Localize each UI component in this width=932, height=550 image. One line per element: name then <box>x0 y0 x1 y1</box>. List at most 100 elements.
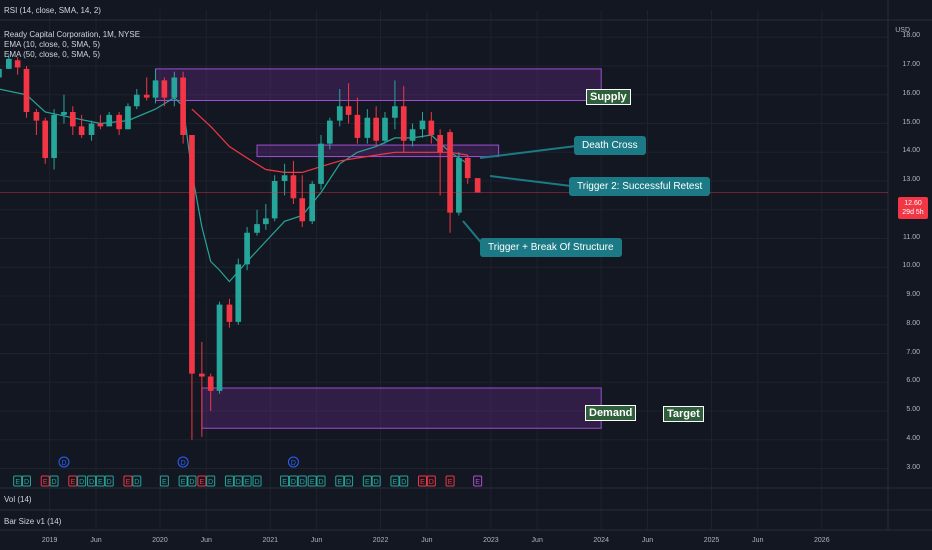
dividend-circle-marker <box>58 456 70 468</box>
dividend-marker <box>233 475 243 487</box>
candle-body-down <box>428 120 435 135</box>
trigger1-callout[interactable]: Trigger + Break Of Structure <box>480 238 622 257</box>
event-marker-label: E <box>420 479 425 486</box>
candle-body-down <box>226 304 233 322</box>
event-marker-label: D <box>52 479 57 486</box>
candle-body-up <box>216 304 223 391</box>
dividend-circle-label: D <box>291 460 296 467</box>
candle-body-up <box>318 143 324 184</box>
candle-body-down <box>207 376 214 391</box>
candle-body-up <box>125 106 131 130</box>
dividend-marker <box>104 475 114 487</box>
currency-label: USD <box>895 27 910 34</box>
death-cross-pointer <box>479 145 577 159</box>
death-cross-callout[interactable]: Death Cross <box>574 136 646 155</box>
dividend-marker <box>316 475 326 487</box>
earnings-marker <box>224 475 234 487</box>
event-marker-label: D <box>89 479 94 486</box>
candle-body-down <box>143 94 150 98</box>
x-tick-label: 2022 <box>372 537 389 544</box>
symbol-legend[interactable]: Ready Capital Corporation, 1M, NYSE <box>4 30 141 39</box>
rsi-legend[interactable]: RSI (14, close, SMA, 14, 2) <box>4 6 101 15</box>
dividend-marker <box>297 475 307 487</box>
y-tick-label: 5.00 <box>906 406 920 413</box>
event-marker-label: D <box>189 479 194 486</box>
event-marker-label: E <box>310 479 315 486</box>
y-tick-label: 7.00 <box>906 348 920 356</box>
target-label[interactable]: Target <box>663 406 704 422</box>
candle-body-up <box>271 181 278 219</box>
event-marker-label: E <box>43 479 48 486</box>
candle-body-down <box>69 112 76 127</box>
x-tick-label: 2024 <box>593 537 609 544</box>
event-marker-label: D <box>401 479 406 486</box>
candle-body-down <box>354 114 361 138</box>
event-marker-label: D <box>208 479 213 486</box>
event-marker-label: D <box>107 479 112 486</box>
candle-body-down <box>345 106 352 115</box>
y-tick-label: 16.00 <box>902 89 920 97</box>
earnings-marker <box>159 475 169 487</box>
ema50-legend[interactable]: EMA (50, close, 0, SMA, 5) <box>4 50 101 59</box>
candle-body-down <box>14 60 21 68</box>
candle-body-down <box>447 132 453 213</box>
candle-body-up <box>326 120 333 144</box>
candle-body-down <box>116 114 122 130</box>
event-marker-label: E <box>126 479 131 486</box>
dividend-marker <box>426 475 436 487</box>
candle-body-down <box>373 117 379 141</box>
vol-pane-label[interactable]: Vol (14) <box>4 495 32 504</box>
event-marker-label: E <box>282 479 287 486</box>
trigger2-pointer <box>489 175 572 187</box>
annotation-lines <box>0 145 888 247</box>
bar-countdown: 29d 5h <box>902 209 924 216</box>
candle-body-up <box>254 224 260 233</box>
event-layer: E D E D E D D E D E D E E D E D E D E D E D D E D E D E D E D E D E ED D D <box>13 456 483 487</box>
candle-body-down <box>437 135 443 153</box>
ema10-legend[interactable]: EMA (10, close, 0, SMA, 5) <box>4 40 101 49</box>
x-tick-label: Jun <box>90 537 102 544</box>
event-marker-label: E <box>227 479 232 486</box>
supply-label[interactable]: Supply <box>586 89 631 105</box>
dividend-circle-marker <box>177 456 189 468</box>
earnings-marker <box>68 475 78 487</box>
candle-body-up <box>456 158 462 213</box>
x-tick-label: 2019 <box>41 537 58 544</box>
earnings-marker <box>13 475 23 487</box>
y-tick-label: 4.00 <box>906 434 920 442</box>
candle-body-down <box>23 68 30 112</box>
event-marker-label: D <box>24 479 29 486</box>
earnings-marker <box>390 475 400 487</box>
demand-label[interactable]: Demand <box>585 405 637 421</box>
candle-body-down <box>464 158 471 179</box>
dividend-marker <box>77 475 87 487</box>
zone-demand <box>201 387 602 429</box>
last-price-value: 12.60 <box>904 200 922 207</box>
candle-body-down <box>299 198 306 222</box>
barsize-pane-label[interactable]: Bar Size v1 (14) <box>4 517 62 526</box>
x-tick-label: Jun <box>310 537 323 544</box>
candle-body-down <box>290 175 297 199</box>
y-tick-label: 17.00 <box>902 61 920 68</box>
event-marker-label: E <box>200 479 205 486</box>
dividend-marker <box>399 475 409 487</box>
zone-supply <box>155 68 602 101</box>
event-marker-label: D <box>374 479 379 486</box>
event-marker-label: E <box>15 479 20 486</box>
candle-body-up <box>364 117 371 138</box>
candle-body-down <box>161 80 168 98</box>
candle-body-up <box>309 183 316 222</box>
event-marker-label: D <box>346 479 351 486</box>
trigger2-callout[interactable]: Trigger 2: Successful Retest <box>569 177 711 196</box>
candle-body-down <box>42 120 49 158</box>
earnings-marker <box>362 475 372 487</box>
y-tick-label: 18.00 <box>902 32 920 40</box>
x-tick-label: 2020 <box>152 537 168 544</box>
candle-body-up <box>0 68 2 78</box>
candle-body-up <box>51 114 57 158</box>
event-marker-label: E <box>98 479 103 486</box>
earnings-marker <box>178 475 188 487</box>
event-marker-label: D <box>318 479 323 486</box>
candle-body-up <box>392 106 398 118</box>
